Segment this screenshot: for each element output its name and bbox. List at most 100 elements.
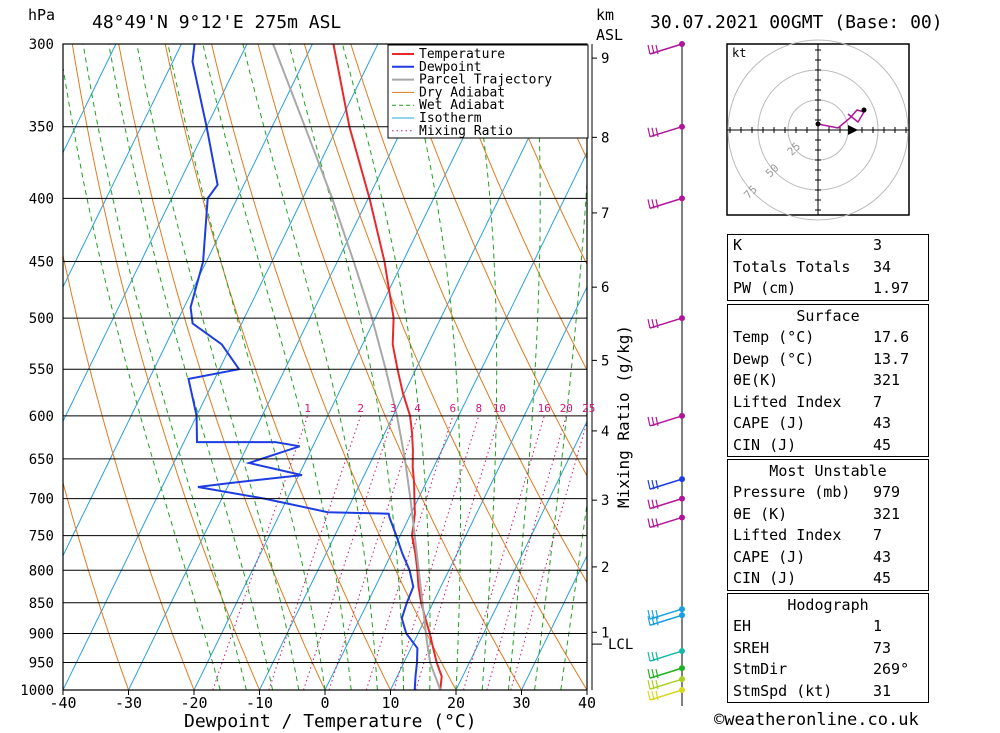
x-tick-label: 10 xyxy=(381,694,399,712)
km-label: km xyxy=(596,6,614,24)
index-value: 13.7 xyxy=(873,349,910,368)
copyright-footer[interactable]: ©weatheronline.co.uk xyxy=(714,710,919,730)
x-tick-label: 30 xyxy=(512,694,530,712)
legend-entry: Wet Adiabat xyxy=(419,98,505,113)
wind-barb-flag xyxy=(647,690,651,701)
pressure-tick-label: 800 xyxy=(29,563,54,579)
wind-barb-flag xyxy=(651,499,655,509)
index-key: Lifted Index xyxy=(733,392,842,411)
mixing-ratio-label: 25 xyxy=(582,402,595,415)
wind-barb-staff xyxy=(649,608,683,620)
dry-adiabat-line xyxy=(63,480,129,690)
legend-entry: Isotherm xyxy=(419,111,482,126)
index-value: 269° xyxy=(873,660,910,678)
mixing-ratio-label: 20 xyxy=(560,402,573,415)
wind-barb-flag xyxy=(655,127,659,137)
index-key: SREH xyxy=(733,638,770,657)
wind-barb-flag xyxy=(647,518,651,528)
index-key: Lifted Index xyxy=(733,526,842,544)
wind-barb-staff xyxy=(649,478,683,490)
isotherm-line xyxy=(63,44,248,423)
index-key: CIN (J) xyxy=(733,569,797,587)
legend-frame xyxy=(387,44,589,139)
hodograph-top-dot xyxy=(861,107,867,113)
pressure-tick-label: 550 xyxy=(29,362,54,378)
index-value: 34 xyxy=(873,257,892,276)
wind-barb-flag xyxy=(655,680,659,690)
wind-barb-flag xyxy=(655,499,659,509)
index-key: Totals Totals xyxy=(733,257,851,276)
index-key: Pressure (mb) xyxy=(733,483,851,501)
index-row: SREH 73 xyxy=(728,638,928,660)
km-tick-label: 5 xyxy=(601,353,609,369)
legend-entry: Dewpoint xyxy=(419,60,482,75)
lcl-label: LCL xyxy=(608,637,633,653)
index-value: 45 xyxy=(873,435,892,454)
x-tick-label: -30 xyxy=(115,694,142,712)
km-tick-label: 6 xyxy=(601,280,609,296)
storm-motion-arrow xyxy=(848,125,858,135)
wind-barb-flag xyxy=(651,199,655,209)
legend-entry: Parcel Trajectory xyxy=(419,73,552,88)
index-key: θE(K) xyxy=(733,371,779,389)
x-tick-label: 0 xyxy=(320,694,329,712)
mixing-ratio-line xyxy=(365,415,454,690)
index-row: θE(K) 321 xyxy=(728,370,928,392)
index-row: CIN (J) 45 xyxy=(728,435,928,457)
wind-barb-flag xyxy=(647,318,651,329)
hpa-label: hPa xyxy=(28,6,55,24)
wind-barb-staff xyxy=(649,43,683,55)
mixing-ratio-label: 2 xyxy=(357,402,364,415)
wind-barb-staff xyxy=(649,689,683,701)
wind-barb-flag xyxy=(655,668,659,679)
index-row: PW (cm) 1.97 xyxy=(728,278,928,300)
index-value: 1.97 xyxy=(873,279,910,297)
index-row: EH 1 xyxy=(728,616,928,638)
x-tick-label: -10 xyxy=(246,694,273,712)
series-line-dewpoint xyxy=(187,44,419,690)
dry-adiabat-line xyxy=(63,253,195,690)
isotherm-line xyxy=(63,44,117,154)
index-value: 45 xyxy=(873,569,892,587)
hodograph-unit-label: kt xyxy=(732,46,746,60)
index-row: Temp (°C) 17.6 xyxy=(728,327,928,349)
wet-adiabat-line xyxy=(202,44,352,690)
pressure-tick-label: 750 xyxy=(29,529,54,545)
index-row: Dewp (°C) 13.7 xyxy=(728,349,928,371)
wind-barb-staff xyxy=(649,614,683,626)
x-tick-label: 40 xyxy=(578,694,596,712)
wet-adiabat-line xyxy=(402,44,461,690)
pressure-tick-label: 700 xyxy=(29,492,54,508)
index-key: Temp (°C) xyxy=(733,328,815,346)
isotherm-line xyxy=(63,44,313,557)
hodograph-title: Hodograph xyxy=(787,596,869,614)
dry-adiabat-line xyxy=(489,44,587,266)
plot-frame xyxy=(62,43,588,691)
wind-barb-flag xyxy=(655,609,659,620)
pressure-tick-label: 300 xyxy=(29,37,54,53)
isotherm-line xyxy=(455,420,587,690)
wind-barb-flag xyxy=(655,479,659,490)
wind-barb-staff xyxy=(649,197,683,210)
wind-barb-flag xyxy=(651,518,655,528)
wind-barb-flag xyxy=(647,651,651,662)
index-value: 321 xyxy=(873,371,901,389)
wind-barb-flag xyxy=(651,616,655,626)
location-title: 48°49'N 9°12'E 275m ASL xyxy=(92,12,341,33)
index-value: 43 xyxy=(873,547,892,566)
isotherm-line xyxy=(193,44,510,690)
wind-barb-flag xyxy=(651,44,655,55)
wind-barb-flag xyxy=(647,499,651,509)
wind-barb-flag xyxy=(655,651,659,662)
wet-adiabat-line xyxy=(242,44,378,690)
wind-barb-flag xyxy=(651,479,655,490)
x-tick-label: -20 xyxy=(180,694,207,712)
wind-barb-staff xyxy=(649,317,683,329)
hodograph-trace xyxy=(817,109,866,129)
index-value: 979 xyxy=(873,483,901,501)
mixing-ratio-label: 8 xyxy=(475,402,482,415)
dry-adiabat-line xyxy=(983,0,1000,690)
isotherm-line xyxy=(128,44,444,690)
